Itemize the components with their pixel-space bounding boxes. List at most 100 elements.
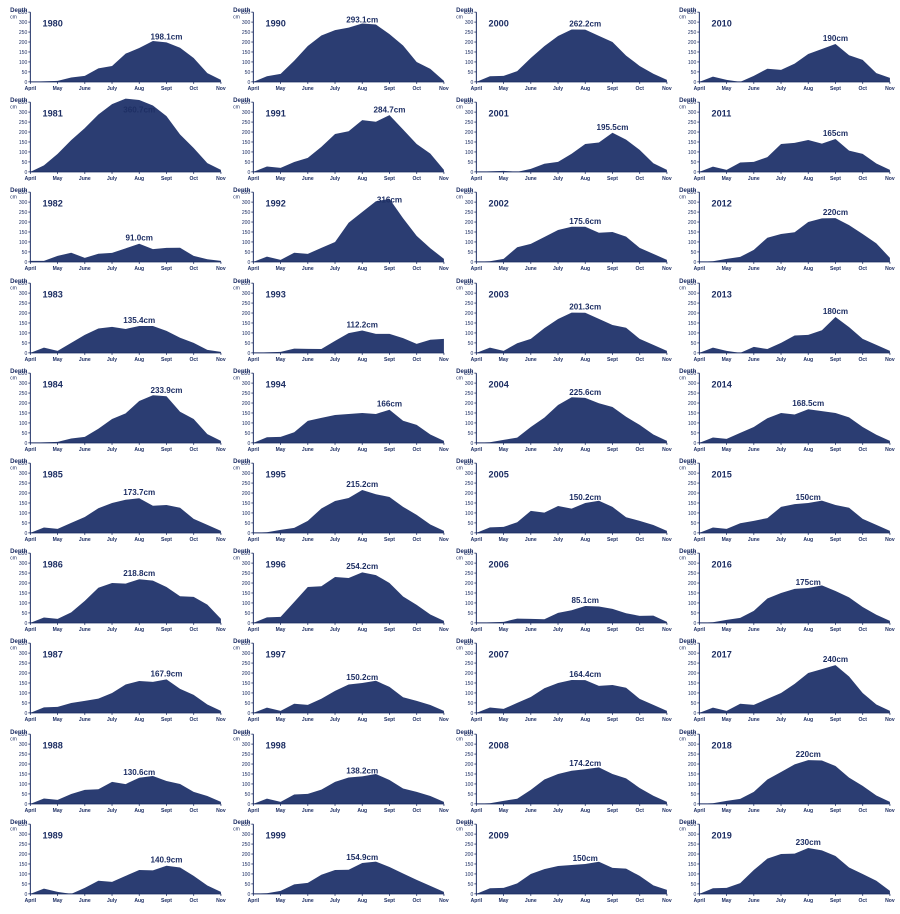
x-tick-label: Aug: [803, 537, 813, 543]
x-tick-label: Oct: [412, 86, 421, 92]
y-tick-label: 50: [691, 701, 697, 707]
depth-area: [30, 866, 221, 894]
x-tick-label: June: [748, 447, 760, 453]
y-tick-label: 0: [694, 711, 697, 717]
peak-label: 85.1cm: [572, 596, 599, 605]
x-tick-label: Sept: [830, 808, 841, 814]
x-tick-label: Oct: [858, 537, 867, 543]
x-tick-label: May: [53, 898, 63, 904]
x-tick-label: June: [525, 808, 537, 814]
x-tick-label: Oct: [412, 447, 421, 453]
x-tick-label: Aug: [803, 808, 813, 814]
y-tick-label: 200: [242, 852, 251, 858]
x-tick-label: June: [79, 86, 91, 92]
peak-label: 168.5cm: [792, 399, 824, 408]
y-tick-label: 250: [19, 30, 28, 36]
y-tick-label: 0: [25, 170, 28, 176]
y-tick-label: 0: [471, 441, 474, 447]
y-axis-unit: cm: [233, 195, 240, 201]
y-tick-label: 300: [465, 291, 474, 297]
y-tick-label: 50: [468, 70, 474, 76]
x-tick-label: Nov: [216, 176, 226, 182]
depth-area: [253, 115, 444, 172]
x-tick-label: Oct: [189, 537, 198, 543]
x-tick-label: April: [694, 357, 706, 363]
depth-area: [30, 680, 221, 713]
depth-area: [253, 573, 444, 624]
y-tick-label: 200: [242, 581, 251, 587]
y-tick-label: 100: [242, 872, 251, 878]
y-tick-label: 150: [465, 772, 474, 778]
x-tick-label: Nov: [662, 176, 672, 182]
x-tick-label: May: [722, 717, 732, 723]
year-label: 1995: [266, 469, 286, 479]
y-axis-title: Depth: [679, 188, 696, 195]
peak-label: 164.4cm: [569, 670, 601, 679]
y-tick-label: 100: [688, 872, 697, 878]
y-tick-label: 200: [242, 671, 251, 677]
y-tick-label: 0: [25, 621, 28, 627]
y-tick-label: 0: [25, 441, 28, 447]
y-tick-label: 250: [19, 391, 28, 397]
y-axis-unit: cm: [10, 375, 17, 381]
x-tick-label: April: [25, 266, 37, 272]
y-tick-label: 0: [248, 892, 251, 898]
depth-area: [30, 41, 221, 82]
y-tick-label: 150: [465, 140, 474, 146]
y-tick-label: 0: [694, 892, 697, 898]
peak-label: 225.6cm: [569, 388, 601, 397]
y-tick-label: 50: [691, 160, 697, 166]
y-tick-label: 200: [465, 220, 474, 226]
chart-cell: 050100150200250300350DepthcmAprilMayJune…: [673, 728, 896, 818]
chart-cell: 050100150200250300350DepthcmAprilMayJune…: [673, 637, 896, 727]
x-tick-label: June: [302, 898, 314, 904]
y-axis-title: Depth: [233, 639, 250, 646]
x-tick-label: May: [499, 86, 509, 92]
x-tick-label: July: [107, 266, 117, 272]
year-label: 2017: [712, 650, 732, 660]
x-tick-label: May: [53, 808, 63, 814]
y-tick-label: 100: [688, 782, 697, 788]
x-tick-label: June: [79, 717, 91, 723]
x-tick-label: Nov: [885, 176, 895, 182]
x-tick-label: June: [302, 86, 314, 92]
y-tick-label: 150: [242, 501, 251, 507]
x-tick-label: April: [471, 447, 483, 453]
x-tick-label: April: [694, 717, 706, 723]
y-tick-label: 200: [465, 40, 474, 46]
year-label: 2001: [489, 109, 509, 119]
x-tick-label: May: [722, 447, 732, 453]
y-tick-label: 150: [242, 50, 251, 56]
peak-label: 360.7cm: [123, 106, 155, 115]
y-axis-title: Depth: [233, 7, 250, 14]
y-tick-label: 300: [688, 742, 697, 748]
y-axis-unit: cm: [679, 195, 686, 201]
x-tick-label: Nov: [216, 86, 226, 92]
x-tick-label: June: [79, 447, 91, 453]
peak-label: 293.1cm: [346, 15, 378, 24]
year-label: 2019: [712, 830, 732, 840]
y-tick-label: 200: [242, 40, 251, 46]
y-tick-label: 250: [465, 391, 474, 397]
year-label: 2005: [489, 469, 509, 479]
x-tick-label: Nov: [885, 898, 895, 904]
y-axis-unit: cm: [456, 826, 463, 832]
x-tick-label: Sept: [161, 86, 172, 92]
x-tick-label: April: [25, 898, 37, 904]
y-tick-label: 200: [242, 220, 251, 226]
depth-area: [476, 606, 667, 623]
x-tick-label: July: [776, 266, 786, 272]
y-tick-label: 250: [688, 481, 697, 487]
x-tick-label: Nov: [885, 357, 895, 363]
chart-cell: 050100150200250300350DepthcmAprilMayJune…: [450, 96, 673, 186]
depth-area: [476, 862, 667, 894]
y-tick-label: 250: [242, 30, 251, 36]
x-tick-label: June: [79, 176, 91, 182]
y-tick-label: 250: [19, 210, 28, 216]
y-axis-unit: cm: [10, 14, 17, 20]
x-tick-label: Sept: [384, 266, 395, 272]
x-tick-label: Oct: [412, 808, 421, 814]
x-tick-label: June: [79, 627, 91, 633]
chart-cell: 050100150200250300350DepthcmAprilMayJune…: [227, 186, 450, 276]
x-tick-label: Nov: [885, 627, 895, 633]
